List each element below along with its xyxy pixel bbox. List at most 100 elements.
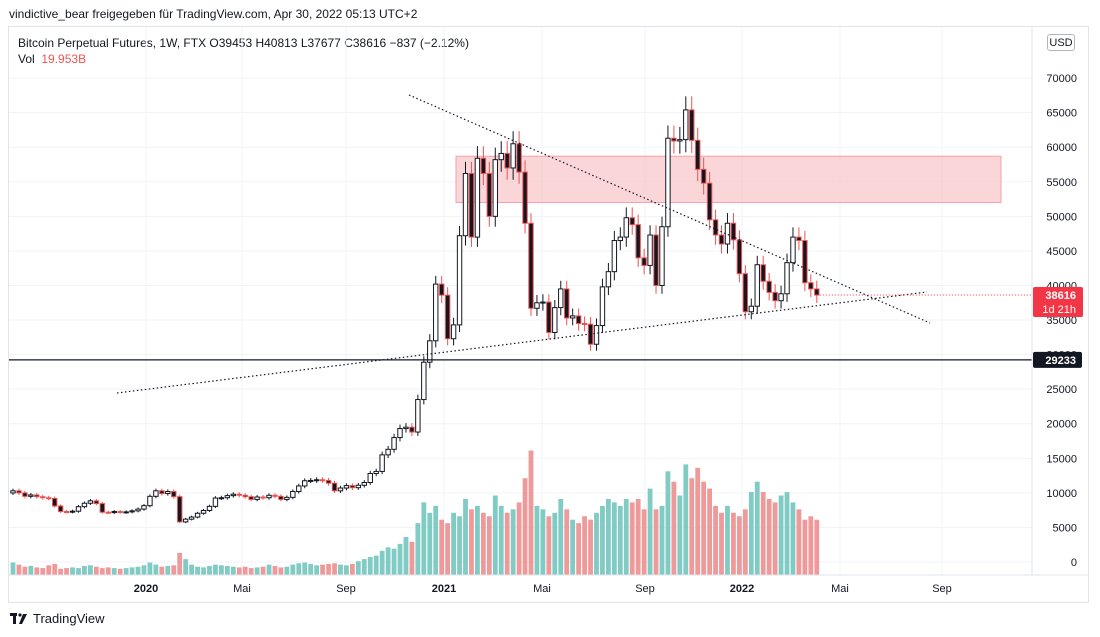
volume-bar (546, 516, 552, 575)
candle-body (611, 240, 618, 273)
volume-bar (224, 566, 230, 575)
time-tick-label: 2021 (432, 583, 456, 595)
candle-body (212, 497, 219, 507)
footer-brand: TradingView (10, 611, 105, 626)
candle-body (40, 496, 46, 499)
price-tick-label: 15000 (1046, 453, 1077, 465)
candle-body (391, 437, 397, 450)
candle-body (712, 219, 719, 236)
currency-button[interactable]: USD (1047, 34, 1075, 51)
volume-bar (623, 498, 629, 575)
ascending-trendline (116, 291, 928, 394)
time-tick-label: Sep (932, 583, 952, 595)
candle-body (135, 508, 141, 512)
level-price-badge (1033, 351, 1082, 368)
time-tick-label: Sep (635, 583, 655, 595)
candle-body (552, 307, 558, 333)
volume-bar (802, 519, 808, 575)
volume-bar (159, 566, 165, 575)
volume-bar (451, 512, 456, 575)
candle-body (57, 505, 64, 513)
candle-body (724, 222, 731, 245)
volume-bar (707, 488, 713, 575)
tradingview-logo-icon (10, 612, 27, 624)
candle-body (522, 171, 528, 224)
candle-body (105, 511, 111, 514)
candle-body (665, 137, 671, 228)
volume-bar (93, 566, 99, 575)
time-tick-label: Sep (336, 583, 356, 595)
candle-body (313, 479, 320, 482)
volume-bar (344, 565, 349, 575)
candle-body (534, 302, 540, 309)
volume-bar (713, 505, 718, 575)
volume-bar (332, 563, 337, 575)
volume-bar (129, 567, 135, 575)
candle-body (450, 324, 457, 340)
volume-bar (433, 505, 439, 575)
volume-bar (403, 536, 409, 575)
volume-bar (594, 512, 599, 575)
time-tick-label: Mai (533, 583, 551, 595)
candle-body (177, 496, 183, 523)
candle-body (474, 157, 481, 238)
volume-bar (736, 516, 742, 575)
candle-body (331, 482, 338, 492)
candle-body (75, 506, 82, 512)
volume-bar (796, 509, 802, 575)
candle-body (617, 236, 624, 242)
volume-bar (254, 567, 260, 575)
volume-bar (290, 564, 296, 575)
candle-body (236, 493, 242, 496)
volume-bar (659, 505, 665, 575)
volume-bar (236, 567, 242, 575)
candle-body (718, 234, 725, 245)
volume-bar (320, 564, 326, 575)
candle-body (510, 143, 516, 169)
volume-bar (570, 519, 576, 575)
volume-bar (576, 523, 582, 575)
volume-bar (719, 512, 724, 575)
volume-bar (611, 502, 617, 575)
level-price-label: 29233 (1045, 355, 1076, 367)
volume-bar (391, 548, 397, 575)
volume-bar (153, 564, 159, 575)
candle-body (242, 494, 248, 498)
candle-body (63, 511, 70, 514)
volume-bar (510, 509, 516, 575)
price-tick-label: 25000 (1046, 384, 1077, 396)
candle-body (349, 485, 356, 489)
candle-body (575, 315, 582, 325)
price-tick-label: 5000 (1053, 522, 1077, 534)
volume-bar (248, 568, 254, 575)
volume-bar (808, 516, 814, 575)
candle-body (760, 264, 766, 282)
volume-bar (117, 568, 123, 575)
volume-bar (361, 559, 367, 575)
volume-label: Vol (18, 52, 35, 66)
volume-bar (606, 498, 611, 575)
candle-body (147, 495, 153, 507)
candle-body (111, 511, 117, 514)
candle-body (99, 503, 106, 513)
volume-bar (653, 509, 659, 575)
candle-body (218, 497, 225, 500)
volume-bar (40, 568, 46, 575)
candle-body (165, 490, 171, 495)
volume-bar (671, 481, 677, 575)
candle-body (278, 495, 284, 500)
volume-bar (814, 519, 820, 575)
candle-body (308, 479, 314, 482)
volume-bar (790, 502, 796, 575)
candle-body (629, 217, 635, 226)
volume-bar (16, 564, 22, 575)
candle-body (689, 109, 695, 141)
volume-bar (123, 568, 129, 575)
volume-bar (617, 505, 623, 575)
candle-body (46, 497, 52, 500)
volume-bar (457, 516, 462, 575)
candle-body (593, 325, 600, 345)
time-tick-label: 2022 (730, 583, 754, 595)
volume-bar (766, 498, 772, 575)
